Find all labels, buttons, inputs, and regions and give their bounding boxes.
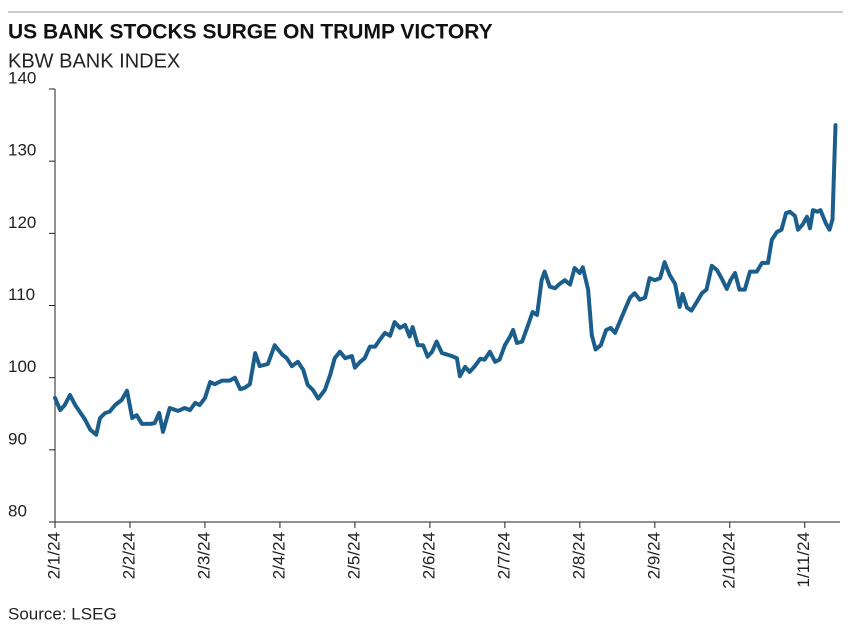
y-tick-label: 140 [8,68,36,87]
x-tick-label: 2/6/24 [419,532,438,579]
y-tick-label: 130 [8,141,36,160]
x-tick-label: 2/2/24 [119,532,138,579]
x-tick-label: 2/9/24 [644,532,663,579]
x-tick-label: 2/1/24 [44,532,63,579]
x-tick-label: 2/8/24 [569,532,588,579]
y-tick-label: 110 [8,285,35,304]
y-tick-label: 100 [8,357,36,376]
chart-subtitle: KBW BANK INDEX [8,50,180,72]
x-tick-label: 1/11/24 [794,532,813,587]
x-tick-label: 2/3/24 [194,532,213,579]
y-tick-label: 90 [8,429,27,448]
x-tick-label: 2/7/24 [494,532,513,579]
chart-title: US BANK STOCKS SURGE ON TRUMP VICTORY [8,21,493,44]
source: Source: LSEG [8,604,117,623]
index-line [53,123,838,437]
x-tick-label: 2/4/24 [269,532,288,579]
x-tick-label: 2/5/24 [344,532,363,579]
y-tick-label: 80 [8,501,27,520]
y-tick-label: 120 [8,213,36,232]
x-tick-label: 2/10/24 [719,532,738,589]
